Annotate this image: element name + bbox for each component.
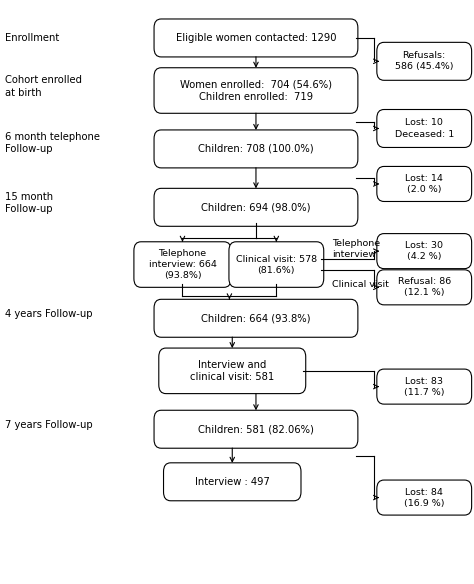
Text: Eligible women contacted: 1290: Eligible women contacted: 1290 xyxy=(176,33,336,43)
FancyBboxPatch shape xyxy=(154,189,358,226)
Text: Children: 581 (82.06%): Children: 581 (82.06%) xyxy=(198,424,314,434)
Text: Clinical visit: Clinical visit xyxy=(332,280,389,290)
FancyBboxPatch shape xyxy=(377,166,472,201)
Text: Cohort enrolled
at birth: Cohort enrolled at birth xyxy=(5,75,82,98)
FancyBboxPatch shape xyxy=(134,242,231,287)
Text: 7 years Follow-up: 7 years Follow-up xyxy=(5,420,92,430)
Text: Children: 694 (98.0%): Children: 694 (98.0%) xyxy=(201,202,311,213)
FancyBboxPatch shape xyxy=(229,242,324,287)
Text: Interview : 497: Interview : 497 xyxy=(195,477,270,487)
Text: Enrollment: Enrollment xyxy=(5,33,59,43)
Text: Lost: 14
(2.0 %): Lost: 14 (2.0 %) xyxy=(405,174,443,194)
FancyBboxPatch shape xyxy=(164,463,301,501)
FancyBboxPatch shape xyxy=(154,68,358,113)
FancyBboxPatch shape xyxy=(377,43,472,80)
FancyBboxPatch shape xyxy=(159,348,306,394)
FancyBboxPatch shape xyxy=(377,270,472,305)
FancyBboxPatch shape xyxy=(377,234,472,269)
FancyBboxPatch shape xyxy=(377,110,472,148)
Text: 6 month telephone
Follow-up: 6 month telephone Follow-up xyxy=(5,132,100,154)
FancyBboxPatch shape xyxy=(154,19,358,57)
Text: Lost: 10
Deceased: 1: Lost: 10 Deceased: 1 xyxy=(394,119,454,138)
Text: Lost: 83
(11.7 %): Lost: 83 (11.7 %) xyxy=(404,377,445,397)
FancyBboxPatch shape xyxy=(377,369,472,404)
Text: 4 years Follow-up: 4 years Follow-up xyxy=(5,309,92,319)
Text: Clinical visit: 578
(81.6%): Clinical visit: 578 (81.6%) xyxy=(236,255,317,274)
Text: Children: 664 (93.8%): Children: 664 (93.8%) xyxy=(201,313,311,324)
FancyBboxPatch shape xyxy=(154,411,358,449)
Text: Refusal: 86
(12.1 %): Refusal: 86 (12.1 %) xyxy=(398,277,451,297)
Text: Lost: 30
(4.2 %): Lost: 30 (4.2 %) xyxy=(405,241,443,261)
Text: Refusals:
586 (45.4%): Refusals: 586 (45.4%) xyxy=(395,51,454,71)
FancyBboxPatch shape xyxy=(377,480,472,515)
Text: Lost: 84
(16.9 %): Lost: 84 (16.9 %) xyxy=(404,488,445,507)
FancyBboxPatch shape xyxy=(154,300,358,338)
Text: 15 month
Follow-up: 15 month Follow-up xyxy=(5,192,53,214)
Text: Children: 708 (100.0%): Children: 708 (100.0%) xyxy=(198,144,314,154)
FancyBboxPatch shape xyxy=(154,130,358,168)
Text: Women enrolled:  704 (54.6%)
Children enrolled:  719: Women enrolled: 704 (54.6%) Children enr… xyxy=(180,79,332,102)
Text: Telephone
interview: 664
(93.8%): Telephone interview: 664 (93.8%) xyxy=(148,249,217,280)
Text: Telephone
interview: Telephone interview xyxy=(332,239,380,259)
Text: Interview and
clinical visit: 581: Interview and clinical visit: 581 xyxy=(190,360,274,382)
